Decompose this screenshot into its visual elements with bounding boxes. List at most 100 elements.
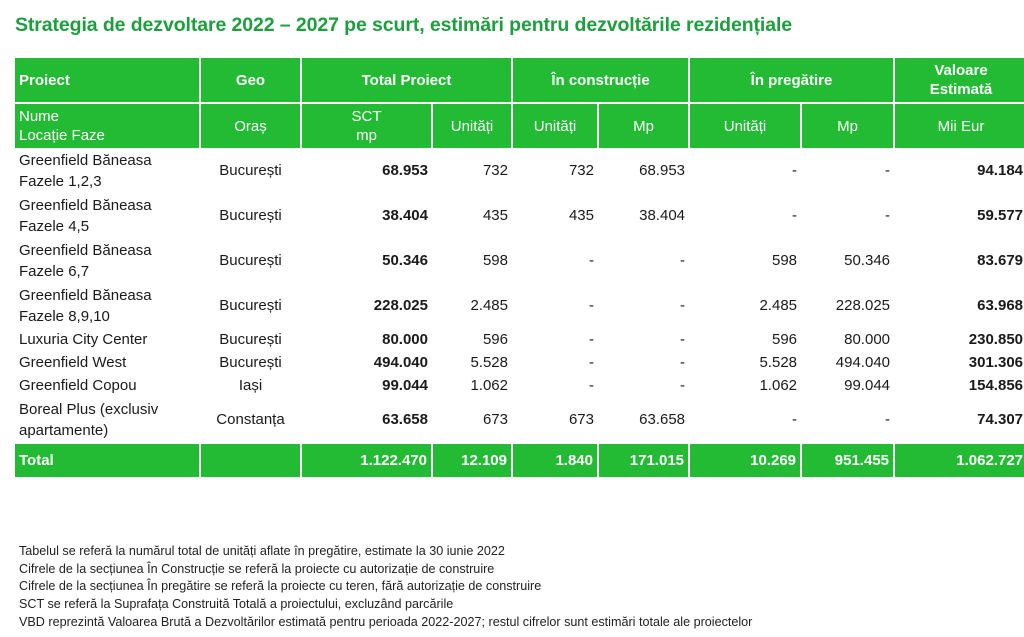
project-units: 2.485	[470, 297, 508, 314]
project-name-line1: Boreal Plus (exclusiv	[19, 400, 159, 418]
header-valoare-estimata: Valoare Estimată	[894, 58, 1024, 103]
project-name: Boreal Plus (exclusiv apartamente)	[15, 397, 200, 442]
preparation-units: 2.485	[759, 297, 798, 314]
construction-mp: 38.404	[639, 207, 686, 224]
project-name: Luxuria City Center	[19, 331, 148, 348]
project-name: Greenfield West	[19, 354, 127, 371]
project-units: 435	[482, 207, 508, 224]
project-geo: București	[219, 207, 282, 224]
construction-units: 435	[568, 207, 594, 224]
total-value: 1.062.727	[894, 444, 1024, 477]
project-name: Greenfield Băneasa Fazele 6,7	[15, 238, 200, 283]
table-row: Greenfield Copou Iași 99.044 1.062 - - 1…	[15, 374, 1024, 397]
project-name-line1: Greenfield Băneasa	[19, 241, 152, 259]
construction-units: -	[589, 252, 594, 269]
subheader-sct-line1: SCT	[351, 108, 382, 125]
subheader-unitati-preg: Unități	[689, 102, 803, 148]
project-name-line1: Greenfield Băneasa	[19, 196, 152, 214]
subheader-sct: SCT mp	[301, 102, 433, 148]
header-row: Proiect Geo Total Proiect În construcție…	[15, 58, 1024, 103]
table-row: Greenfield West București 494.040 5.528 …	[15, 351, 1024, 374]
project-geo: București	[219, 331, 282, 348]
project-name-line2: Fazele 8,9,10	[19, 307, 110, 325]
project-name-line2: Fazele 4,5	[19, 217, 90, 235]
project-sct: 38.404	[382, 207, 428, 224]
total-geo-empty	[200, 444, 302, 477]
header-total-proiect: Total Proiect	[301, 58, 513, 103]
subheader-mp-constr: Mp	[598, 102, 691, 148]
table-row: Greenfield Băneasa Fazele 8,9,10 Bucureșt…	[15, 283, 1024, 328]
project-geo: Iași	[238, 377, 263, 394]
preparation-mp: -	[885, 411, 891, 428]
total-preparation-mp: 951.455	[801, 444, 896, 477]
development-table: Proiect Geo Total Proiect În construcție…	[15, 58, 1024, 477]
total-label: Total	[15, 444, 201, 477]
subheader-mii-eur: Mii Eur	[894, 102, 1024, 148]
construction-mp: -	[680, 252, 686, 269]
preparation-mp: -	[885, 162, 891, 179]
construction-units: -	[589, 354, 594, 371]
preparation-mp: -	[885, 207, 891, 224]
header-valoare-line1: Valoare	[934, 62, 988, 79]
construction-units: -	[589, 297, 594, 314]
total-construction-mp: 171.015	[598, 444, 691, 477]
table-row: Greenfield Băneasa Fazele 4,5 București 3…	[15, 193, 1024, 238]
project-name-line2: Fazele 1,2,3	[19, 172, 102, 190]
table-row: Greenfield Băneasa Fazele 1,2,3 București…	[15, 148, 1024, 193]
preparation-units: -	[792, 162, 798, 179]
project-units: 598	[482, 252, 508, 269]
subheader-sct-line2: mp	[356, 127, 377, 144]
subheader-mp-preg: Mp	[801, 102, 896, 148]
footnote: Cifrele de la secțiunea În Construcție s…	[19, 561, 495, 576]
construction-units: -	[589, 331, 594, 348]
estimated-value: 83.679	[977, 252, 1024, 269]
construction-units: 732	[568, 162, 594, 179]
project-geo: București	[219, 162, 282, 179]
project-sct: 63.658	[382, 411, 428, 428]
footnote: Tabelul se referă la numărul total de un…	[19, 544, 505, 558]
header-proiect: Proiect	[15, 58, 201, 103]
preparation-units: 598	[771, 252, 798, 269]
header-valoare-line2: Estimată	[929, 81, 993, 98]
project-name-line2: Fazele 6,7	[19, 262, 90, 280]
header-in-constructie: În construcție	[512, 58, 691, 103]
construction-mp: -	[680, 331, 686, 348]
preparation-mp: 99.044	[844, 377, 891, 394]
total-sct: 1.122.470	[301, 444, 433, 477]
footnotes: Tabelul se referă la numărul total de un…	[19, 543, 752, 632]
project-geo: București	[219, 252, 282, 269]
project-sct: 68.953	[382, 162, 428, 179]
project-name: Greenfield Băneasa Fazele 8,9,10	[15, 283, 200, 328]
total-construction-units: 1.840	[512, 444, 599, 477]
table-row: Greenfield Băneasa Fazele 6,7 București 5…	[15, 238, 1024, 283]
project-name: Greenfield Băneasa Fazele 1,2,3	[15, 148, 200, 193]
project-geo: București	[219, 354, 282, 371]
footnote: VBD reprezintă Valoarea Brută a Dezvoltă…	[19, 614, 753, 629]
subheader-unitati-constr: Unități	[512, 102, 599, 148]
preparation-mp: 80.000	[844, 331, 891, 348]
footnote: Cifrele de la secțiunea În pregătire se …	[19, 579, 542, 594]
project-name: Greenfield Băneasa Fazele 4,5	[15, 193, 200, 238]
subheader-nume-line1: Nume	[19, 108, 60, 125]
estimated-value: 74.307	[977, 411, 1024, 428]
header-geo: Geo	[200, 58, 302, 103]
header-in-pregatire: În pregătire	[689, 58, 896, 103]
subheader-oras: Oraș	[200, 102, 302, 148]
total-preparation-units: 10.269	[689, 444, 803, 477]
table-row: Luxuria City Center București 80.000 596…	[15, 328, 1024, 351]
table-row: Boreal Plus (exclusiv apartamente) Consta…	[15, 397, 1024, 442]
preparation-units: -	[792, 207, 798, 224]
preparation-units: 596	[771, 331, 798, 348]
preparation-mp: 494.040	[835, 354, 891, 371]
project-geo: Constanța	[216, 411, 285, 428]
total-row: Total 1.122.470 12.109 1.840 171.015 10.…	[15, 444, 1024, 477]
project-sct: 494.040	[373, 354, 428, 371]
construction-mp: -	[680, 354, 686, 371]
preparation-mp: 228.025	[835, 297, 891, 314]
footnote: SCT se referă la Suprafața Construită To…	[19, 597, 454, 612]
estimated-value: 63.968	[977, 297, 1024, 314]
project-name-line1: Greenfield Băneasa	[19, 286, 152, 304]
construction-units: -	[589, 377, 594, 394]
subheader-unitati-total: Unități	[432, 102, 513, 148]
project-sct: 99.044	[382, 377, 428, 394]
